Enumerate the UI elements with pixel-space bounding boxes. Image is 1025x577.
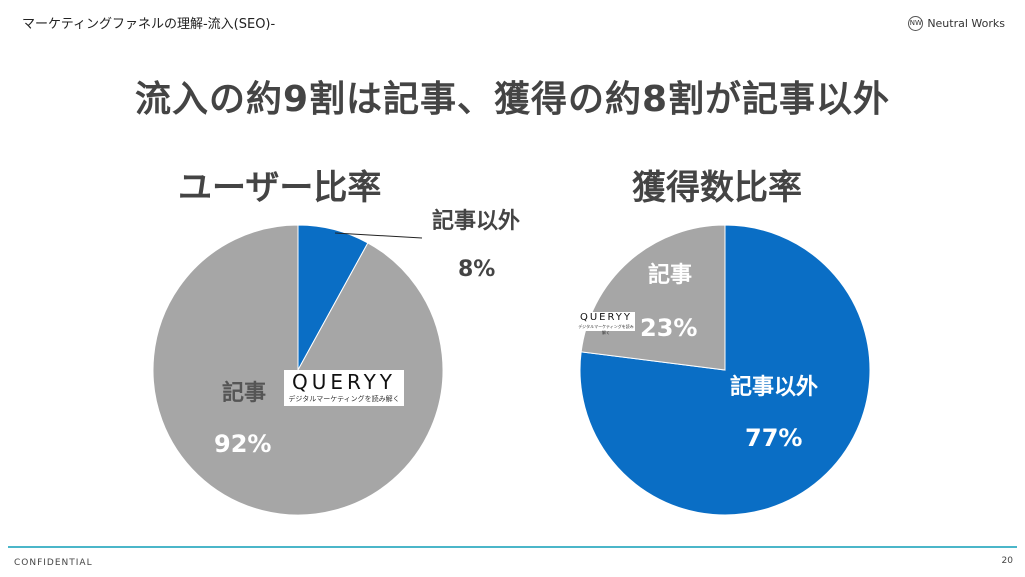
leader-line bbox=[334, 232, 423, 239]
queryy-name: QUERYY bbox=[291, 370, 397, 394]
chart-title-users: ユーザー比率 bbox=[178, 168, 382, 208]
label-conv-article: 記事 bbox=[648, 262, 692, 288]
pie-conversions bbox=[579, 224, 871, 516]
value-conv-article: 23% bbox=[640, 314, 697, 342]
label-users-article: 記事 bbox=[222, 380, 266, 406]
chart-title-conversions: 獲得数比率 bbox=[632, 168, 802, 208]
section-title: マーケティングファネルの理解-流入(SEO)- bbox=[22, 17, 276, 32]
footer-rule bbox=[8, 546, 1017, 548]
brand-name: Neutral Works bbox=[927, 17, 1005, 30]
value-users-article: 92% bbox=[214, 430, 271, 458]
queryy-tagline: デジタルマーケティングを読み解く bbox=[288, 395, 400, 403]
confidential-label: CONFIDENTIAL bbox=[14, 558, 93, 568]
page-number: 20 bbox=[1001, 556, 1013, 566]
queryy-name-small: QUERYY bbox=[579, 312, 633, 323]
queryy-logo-small: QUERYY デジタルマーケティングを読み解く bbox=[577, 312, 635, 335]
value-conv-other: 77% bbox=[745, 424, 802, 452]
pie-slice-article bbox=[580, 224, 726, 371]
logo-icon: NW bbox=[908, 16, 924, 31]
pie-slice-other bbox=[579, 224, 871, 516]
pie-users bbox=[152, 224, 444, 516]
pie-slice-article bbox=[152, 224, 444, 516]
value-users-other: 8% bbox=[458, 257, 495, 282]
queryy-tagline-small: デジタルマーケティングを読み解く bbox=[578, 324, 634, 335]
label-conv-other: 記事以外 bbox=[730, 374, 818, 400]
brand-logo: NW Neutral Works bbox=[908, 16, 1005, 31]
queryy-logo-large: QUERYY デジタルマーケティングを読み解く bbox=[284, 370, 404, 406]
label-users-other: 記事以外 bbox=[432, 208, 520, 234]
slide-title: 流入の約9割は記事、獲得の約8割が記事以外 bbox=[134, 79, 891, 120]
